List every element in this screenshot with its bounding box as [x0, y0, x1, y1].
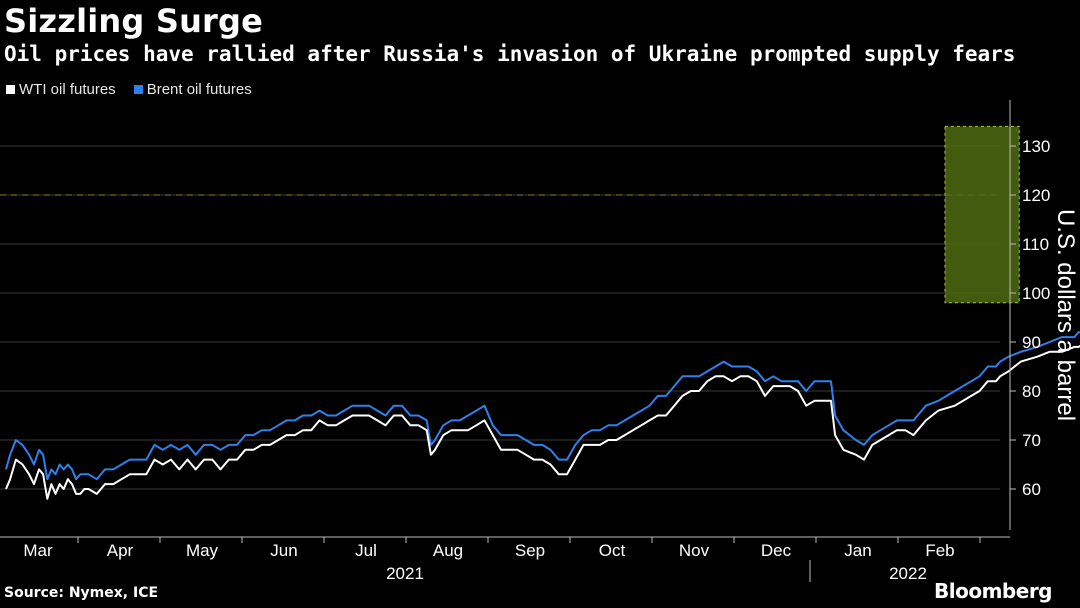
y-tick-label-90: 90	[1022, 333, 1041, 352]
x-tick-label-oct: Oct	[599, 541, 626, 560]
legend-swatch-brent	[133, 85, 143, 94]
brand-logo: Bloomberg	[934, 579, 1052, 603]
chart-title: Sizzling Surge	[4, 2, 264, 40]
axes: 60 70 80 90 100 110 120 130 U.S. dollars a barre…	[0, 100, 1079, 583]
y-tick-label-60: 60	[1022, 480, 1041, 499]
x-tick-label-jul: Jul	[355, 541, 377, 560]
year-label-2021: 2021	[386, 564, 424, 583]
y-tick-label-70: 70	[1022, 431, 1041, 450]
y-tick-label-100: 100	[1022, 284, 1050, 303]
legend: WTI oil futures Brent oil futures	[6, 81, 252, 98]
chart-subtitle: Oil prices have rallied after Russia's i…	[4, 42, 1016, 66]
y-axis-title: U.S. dollars a barrel	[1052, 209, 1079, 421]
y-tick-label-130: 130	[1022, 137, 1050, 156]
x-tick-label-feb: Feb	[925, 541, 954, 560]
highlight-region	[944, 125, 1020, 304]
year-label-2022: 2022	[889, 564, 927, 583]
x-tick-label-dec: Dec	[761, 541, 792, 560]
gridlines	[0, 145, 1000, 490]
legend-label-brent: Brent oil futures	[146, 81, 252, 98]
y-tick-label-80: 80	[1022, 382, 1041, 401]
legend-item-wti: WTI oil futures	[6, 81, 116, 98]
x-tick-label-aug: Aug	[433, 541, 463, 560]
x-tick-label-may: May	[186, 541, 219, 560]
x-tick-label-mar: Mar	[23, 541, 53, 560]
x-tick-label-nov: Nov	[679, 541, 710, 560]
highlight-box	[944, 125, 1020, 304]
series-line-wti	[5, 344, 1080, 500]
x-tick-label-jan: Jan	[844, 541, 871, 560]
y-tick-label-120: 120	[1022, 186, 1050, 205]
source-note: Source: Nymex, ICE	[4, 585, 159, 601]
legend-swatch-wti	[6, 85, 15, 94]
legend-item-brent: Brent oil futures	[133, 81, 252, 98]
x-tick-label-sep: Sep	[515, 541, 545, 560]
x-tick-label-apr: Apr	[107, 541, 134, 560]
y-tick-label-110: 110	[1022, 235, 1049, 254]
legend-label-wti: WTI oil futures	[19, 81, 116, 98]
series-lines	[5, 331, 1080, 500]
x-tick-label-jun: Jun	[270, 541, 297, 560]
